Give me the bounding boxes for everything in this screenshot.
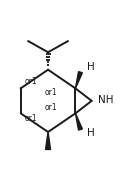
Text: or1: or1 [24, 77, 37, 86]
Text: H: H [87, 128, 94, 138]
Polygon shape [75, 72, 82, 88]
Text: H: H [87, 62, 94, 72]
Text: NH: NH [98, 95, 113, 105]
Text: or1: or1 [44, 88, 57, 97]
Polygon shape [75, 113, 82, 130]
Text: or1: or1 [44, 103, 57, 112]
Polygon shape [46, 132, 51, 149]
Text: or1: or1 [24, 114, 37, 124]
